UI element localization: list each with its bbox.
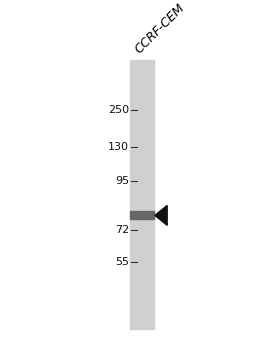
Text: 55: 55 (115, 257, 129, 268)
Text: 72: 72 (115, 225, 129, 235)
Bar (130, 60, 154, 329)
Polygon shape (155, 205, 167, 225)
Text: 95: 95 (115, 176, 129, 186)
Bar (130, 211, 154, 219)
Text: 250: 250 (108, 105, 129, 115)
Text: 130: 130 (108, 142, 129, 152)
Text: CCRF-CEM: CCRF-CEM (133, 1, 188, 56)
